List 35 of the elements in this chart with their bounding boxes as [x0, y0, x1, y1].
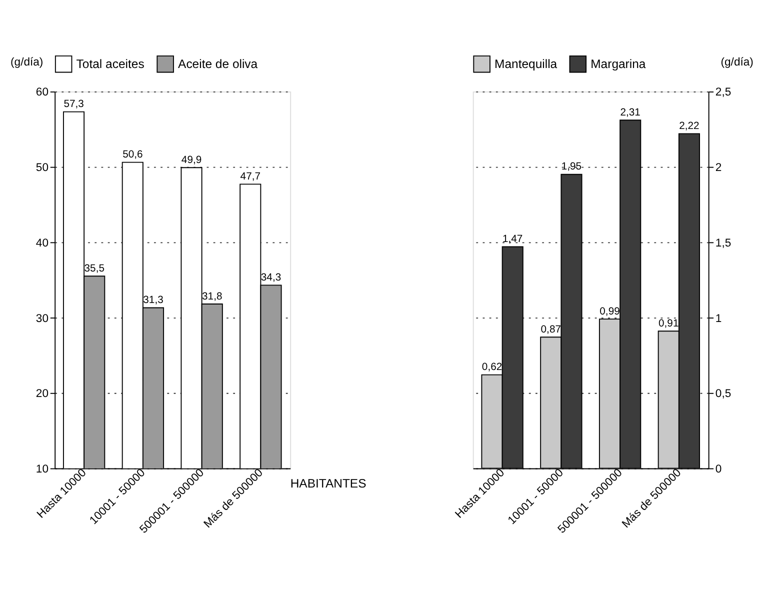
y-tick-label: 10 — [36, 464, 49, 476]
data-label: 2,22 — [679, 120, 700, 132]
data-label: 0,62 — [482, 362, 502, 374]
y2-tick-label: 2 — [715, 162, 722, 174]
y-tick-label: 30 — [36, 312, 49, 325]
data-label: 0,99 — [600, 306, 620, 318]
y-tick-label: 20 — [36, 388, 49, 400]
data-label: 57,3 — [64, 99, 84, 110]
y-axis-title: (g/día) — [10, 56, 44, 69]
legend-label: Margarina — [590, 56, 646, 71]
x-axis-title: HABITANTES — [290, 476, 366, 491]
y2-tick-label: 1 — [715, 312, 722, 325]
data-label: 35,5 — [84, 263, 105, 274]
data-label: 1,47 — [502, 234, 523, 246]
y-tick-label: 40 — [36, 237, 49, 250]
y2-tick-label: 1,5 — [715, 237, 732, 250]
data-label: 2,31 — [620, 107, 641, 118]
data-label: 50,6 — [122, 150, 143, 161]
data-label: 1,95 — [561, 162, 582, 173]
data-label: 0,91 — [658, 318, 679, 330]
data-label: 31,3 — [143, 295, 164, 306]
legend-label: Total aceites — [76, 56, 144, 71]
data-label: 0,87 — [540, 324, 562, 336]
y-tick-label: 60 — [36, 86, 49, 99]
data-label: 47,7 — [240, 171, 261, 182]
y2-tick-label: 0 — [715, 464, 722, 476]
y2-tick-label: 0,5 — [715, 388, 732, 400]
y-tick-label: 50 — [36, 162, 49, 174]
y2-axis-title: (g/día) — [720, 56, 754, 69]
y2-tick-label: 2,5 — [715, 86, 732, 99]
data-label: 49,9 — [181, 154, 202, 166]
data-label: 31,8 — [202, 291, 222, 302]
legend-label: Aceite de oliva — [178, 56, 258, 71]
legend-label: Mantequilla — [494, 56, 558, 71]
data-label: 34,3 — [260, 272, 282, 284]
